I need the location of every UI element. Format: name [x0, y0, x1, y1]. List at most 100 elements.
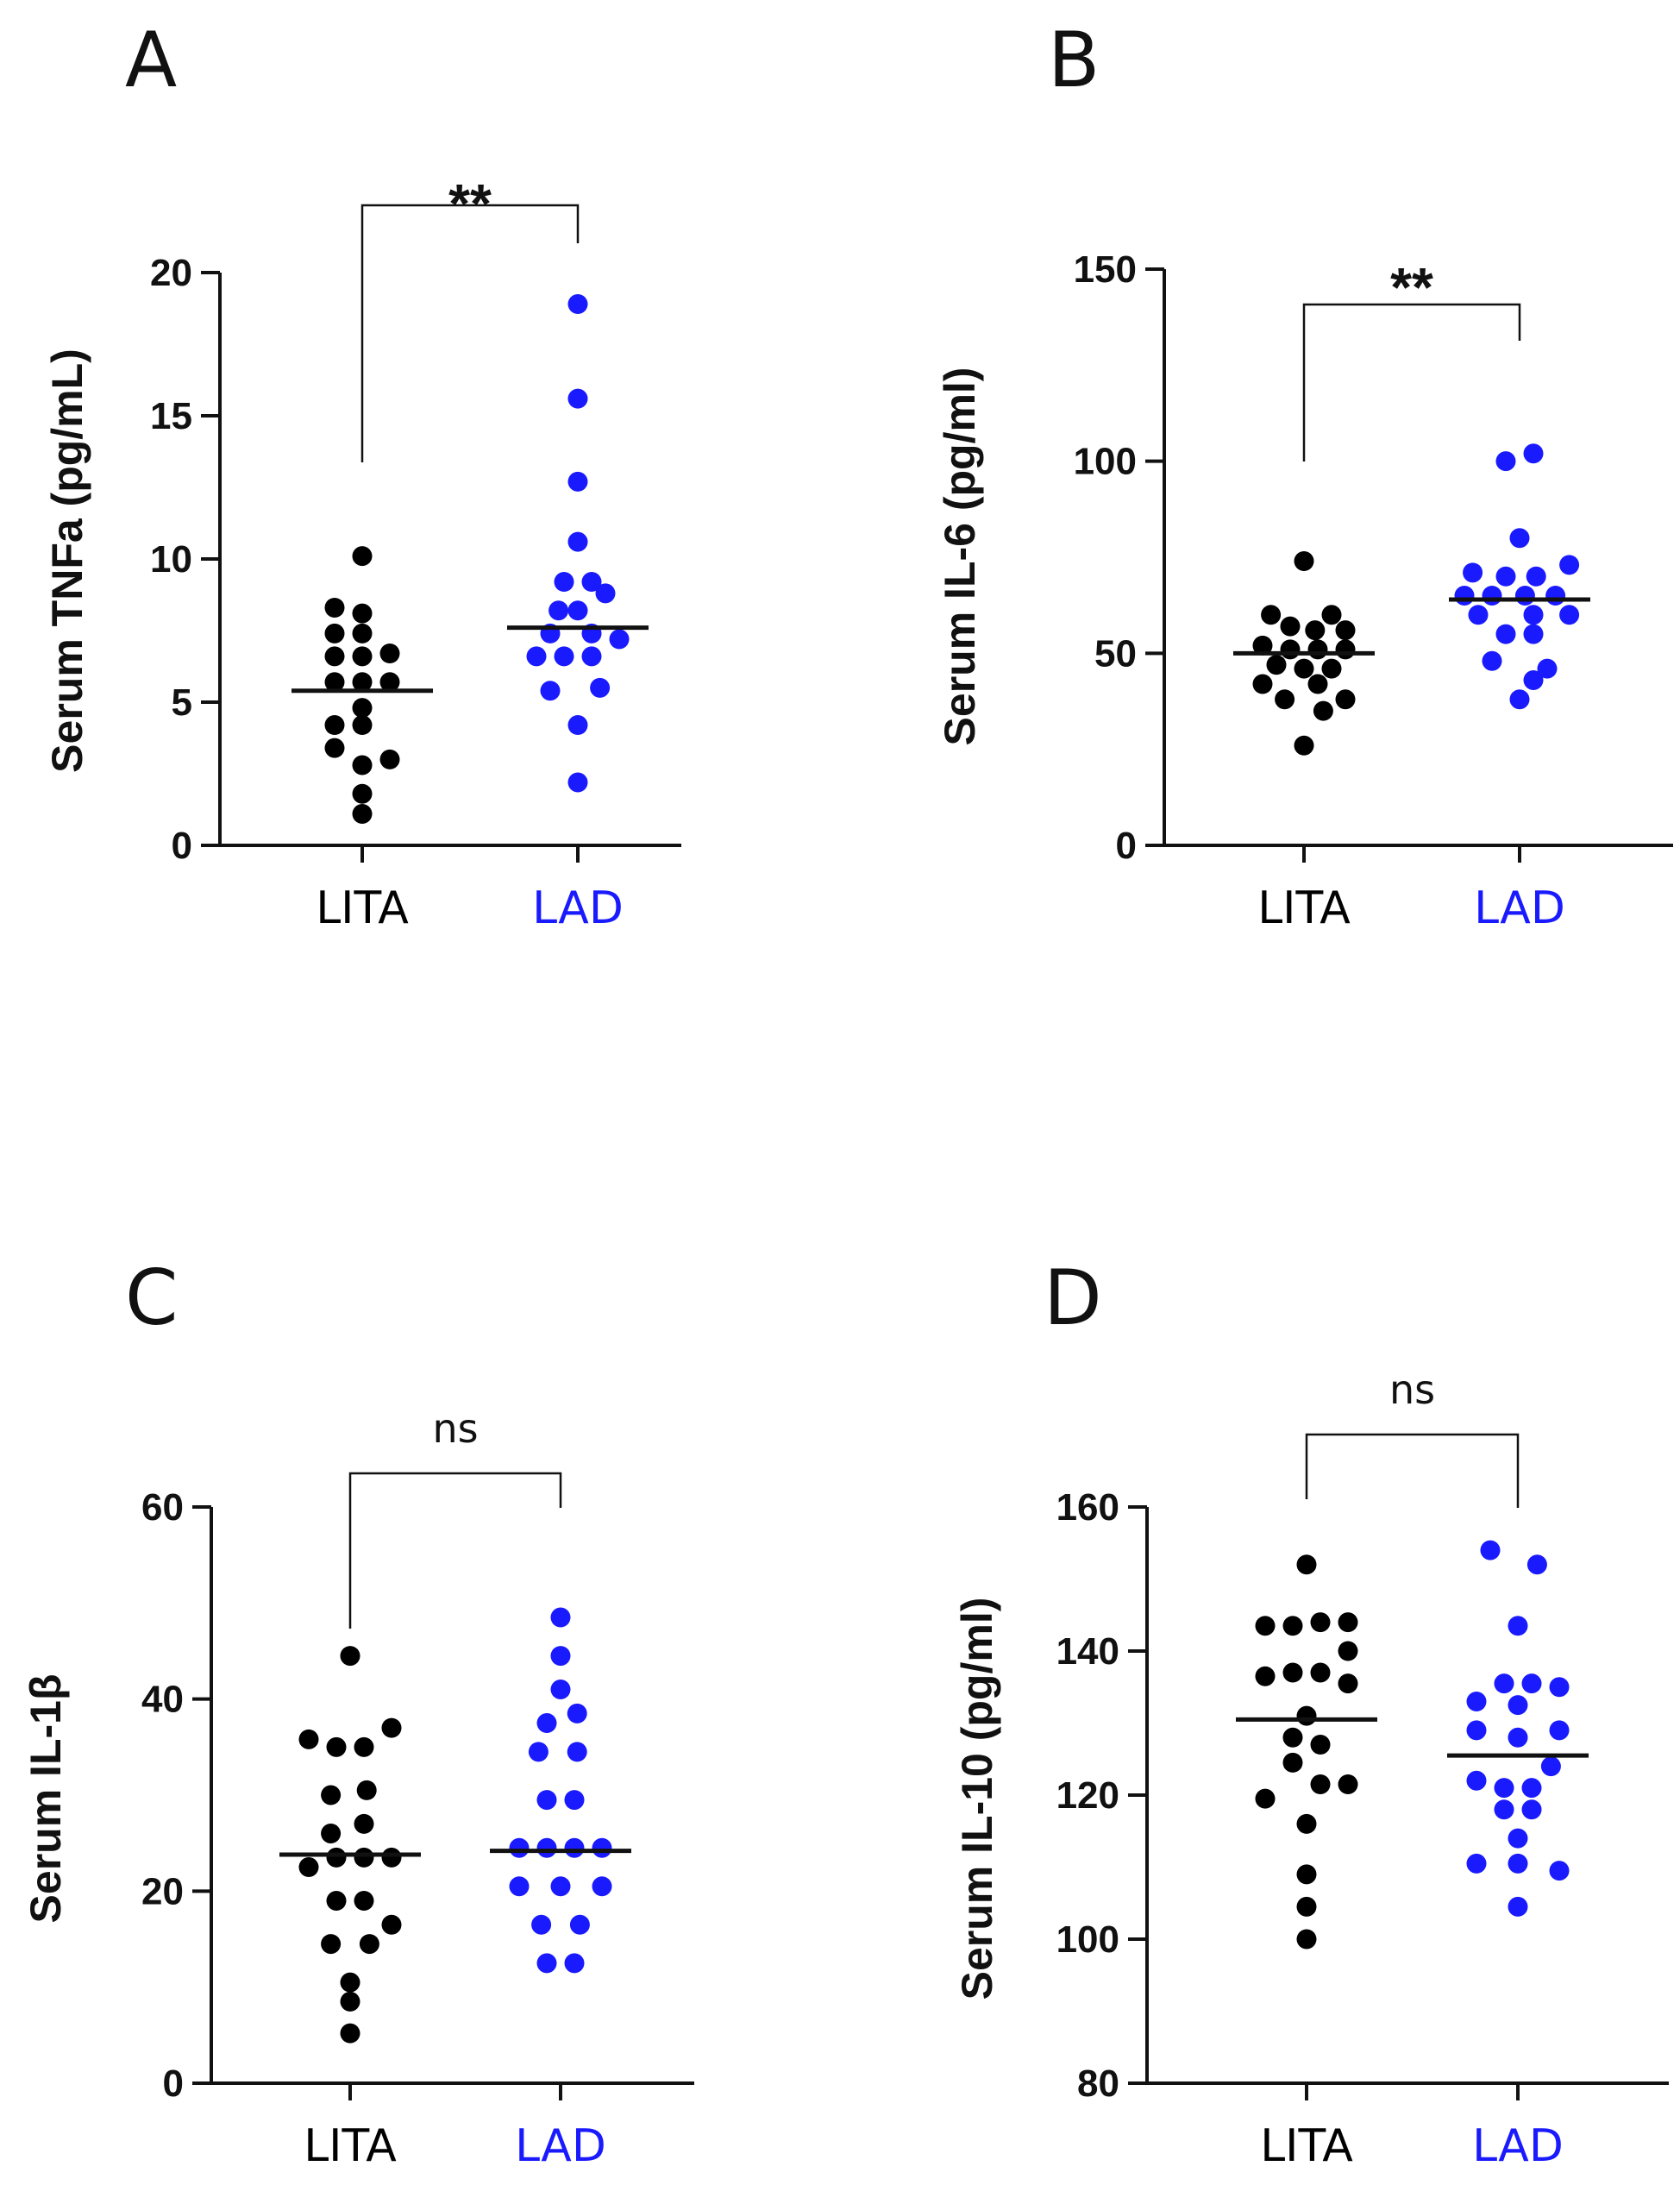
x-tick-label-lita: LITA [304, 2120, 397, 2172]
data-point-lad [1509, 689, 1530, 710]
data-point-lita [1338, 1673, 1358, 1694]
data-point-lita [352, 803, 373, 824]
data-point-lita [1338, 1641, 1358, 1661]
data-point-lita [326, 1736, 347, 1757]
data-point-lad [1523, 670, 1544, 691]
data-point-lita [1296, 1864, 1317, 1885]
data-point-lad [1521, 1778, 1542, 1799]
data-point-lita [381, 1717, 402, 1738]
data-point-lita [1313, 700, 1333, 721]
data-point-lad [1523, 443, 1544, 464]
data-point-lad [1466, 1720, 1487, 1741]
data-point-lad [1494, 1799, 1514, 1820]
panel-b: B 0 50 100 150 LITA LAD Serum IL-6 (pg/ml) ** [936, 16, 1673, 934]
y-tick-label: 80 [1077, 2063, 1119, 2105]
data-point-lita [340, 1991, 360, 2012]
data-point-lad [1559, 555, 1580, 575]
data-point-lad [1523, 605, 1544, 625]
data-point-lita [352, 755, 373, 775]
data-point-lita [324, 597, 345, 618]
panel-letter: B [1048, 16, 1100, 104]
data-point-lad [536, 1837, 557, 1858]
data-point-lad [540, 681, 561, 701]
data-point-lita [1275, 689, 1295, 710]
data-point-lita [359, 1934, 379, 1955]
data-point-lad [1549, 1677, 1570, 1698]
data-point-lita [1266, 655, 1287, 675]
x-tick-label-lita: LITA [1257, 882, 1351, 934]
data-point-lad [1508, 1727, 1528, 1748]
data-point-lad [567, 600, 588, 621]
panel-c: C 0 20 40 60 LITA LAD Serum IL-1β ns [22, 1253, 694, 2172]
significance-label: ns [432, 1405, 478, 1452]
panel-letter: C [125, 1253, 178, 1342]
data-point-lita [1296, 1813, 1317, 1834]
significance-bracket [348, 1472, 562, 1629]
data-point-lad [564, 1837, 585, 1858]
data-point-lad [567, 772, 588, 793]
data-point-lita [340, 1972, 360, 1993]
y-tick-label: 0 [172, 825, 192, 867]
data-point-lita [326, 1847, 347, 1868]
data-point-lita [1335, 620, 1356, 641]
data-point-lita [379, 672, 400, 693]
data-point-lad [554, 646, 574, 667]
data-point-lita [321, 1934, 342, 1955]
data-point-lita [321, 1785, 342, 1805]
y-tick-label: 120 [1056, 1774, 1119, 1817]
data-point-lad [564, 1953, 585, 1974]
y-axis-title: Serum TNFa (pg/mL) [43, 348, 91, 773]
data-point-lad [1508, 1853, 1528, 1874]
significance-label: ** [1390, 256, 1433, 318]
data-point-lita [352, 603, 373, 624]
data-point-lita [1335, 689, 1356, 710]
data-point-lita [352, 783, 373, 804]
data-point-lita [1307, 674, 1328, 694]
data-point-lad [550, 1680, 571, 1700]
data-point-lita [1261, 605, 1282, 625]
data-point-lita [354, 1736, 374, 1757]
y-tick-label: 20 [141, 1870, 184, 1912]
data-point-lita [324, 623, 345, 644]
data-point-lad [1526, 566, 1546, 587]
y-tick-label: 50 [1094, 632, 1137, 675]
data-point-lad [592, 1876, 612, 1897]
data-point-lad [1545, 586, 1566, 606]
y-tick-label: 140 [1056, 1630, 1119, 1673]
data-point-lad [609, 629, 630, 650]
data-point-lad [531, 1914, 552, 1935]
data-point-lad [550, 1607, 571, 1628]
data-point-lita [1321, 605, 1342, 625]
y-tick-label: 5 [172, 681, 192, 724]
data-point-lita [1280, 616, 1301, 637]
data-point-lita [1255, 1666, 1276, 1686]
data-point-lita [1338, 1612, 1358, 1633]
y-axis-title: Serum IL-6 (pg/ml) [936, 367, 984, 746]
y-axis-title: Serum IL-1β [22, 1674, 70, 1924]
data-point-lad [567, 388, 588, 409]
data-point-lita [1338, 1774, 1358, 1794]
significance-bracket [1302, 303, 1521, 461]
y-tick-label: 10 [150, 538, 192, 581]
data-point-lad [1559, 605, 1580, 625]
y-tick-label: 100 [1074, 441, 1137, 483]
data-point-lad [1494, 1673, 1514, 1694]
data-point-lita [1294, 658, 1314, 679]
data-point-lad [567, 294, 588, 315]
panel-d: D 80 100 120 140 160 LITA LAD Serum IL-10 (pg/ml… [953, 1253, 1669, 2172]
data-point-lita [356, 1780, 377, 1800]
data-point-lad [1514, 586, 1535, 606]
data-point-lita [352, 646, 373, 667]
data-point-lita [1310, 1662, 1331, 1683]
data-point-lad [1482, 586, 1502, 606]
data-point-lad [1454, 586, 1475, 606]
data-point-lita [381, 1847, 402, 1868]
data-point-lita [354, 1890, 374, 1911]
x-tick-label-lad: LAD [532, 882, 624, 934]
x-tick-label-lad: LAD [1472, 2120, 1564, 2172]
data-point-lita [379, 749, 400, 769]
data-point-lita [1310, 1612, 1331, 1633]
data-point-lad [567, 715, 588, 736]
data-point-lad [581, 646, 602, 667]
data-point-lad [567, 531, 588, 552]
